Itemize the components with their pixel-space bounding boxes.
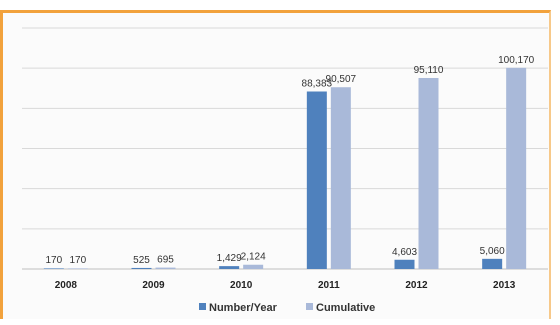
legend-label: Number/Year [209, 302, 278, 314]
legend: Number/Year Cumulative [199, 302, 375, 314]
data-label: 170 [69, 255, 86, 266]
bar-cumulative-2010 [243, 264, 264, 269]
bar-cumulative-2012 [418, 77, 439, 269]
legend-swatch [199, 303, 206, 310]
bar-cumulative-2009 [155, 267, 176, 269]
data-label: 95,110 [414, 65, 444, 76]
bar-number-year-2011 [306, 91, 327, 270]
bars [43, 67, 527, 270]
x-tick-label: 2011 [318, 280, 340, 291]
x-tick-label: 2009 [142, 280, 165, 291]
chart-frame [0, 10, 551, 319]
x-tick-label: 2012 [405, 280, 428, 291]
bar-number-year-2010 [219, 266, 240, 269]
data-label: 2,124 [241, 252, 266, 263]
bar-cumulative-2013 [506, 67, 527, 269]
data-label: 4,603 [392, 247, 417, 258]
data-label: 170 [45, 255, 62, 266]
x-tick-label: 2010 [230, 280, 253, 291]
bar-cumulative-2008 [67, 268, 88, 269]
legend-label: Cumulative [316, 302, 375, 314]
data-label: 695 [157, 255, 174, 266]
data-label: 1,429 [217, 253, 242, 264]
category-labels: 2008 2009 2010 2011 2012 2013 [55, 280, 516, 291]
data-label: 90,507 [326, 74, 357, 85]
bar-number-year-2009 [131, 267, 152, 269]
data-label: 100,170 [498, 55, 535, 66]
bar-cumulative-2011 [330, 87, 351, 269]
bar-number-year-2013 [482, 258, 503, 269]
x-tick-label: 2008 [55, 280, 78, 291]
data-label: 88,383 [302, 78, 333, 89]
gridlines [22, 27, 548, 270]
data-label: 525 [133, 255, 150, 266]
bar-number-year-2012 [394, 259, 415, 269]
x-tick-label: 2013 [493, 280, 516, 291]
data-label: 5,060 [480, 246, 505, 257]
legend-swatch [306, 303, 313, 310]
bar-number-year-2008 [43, 268, 64, 269]
